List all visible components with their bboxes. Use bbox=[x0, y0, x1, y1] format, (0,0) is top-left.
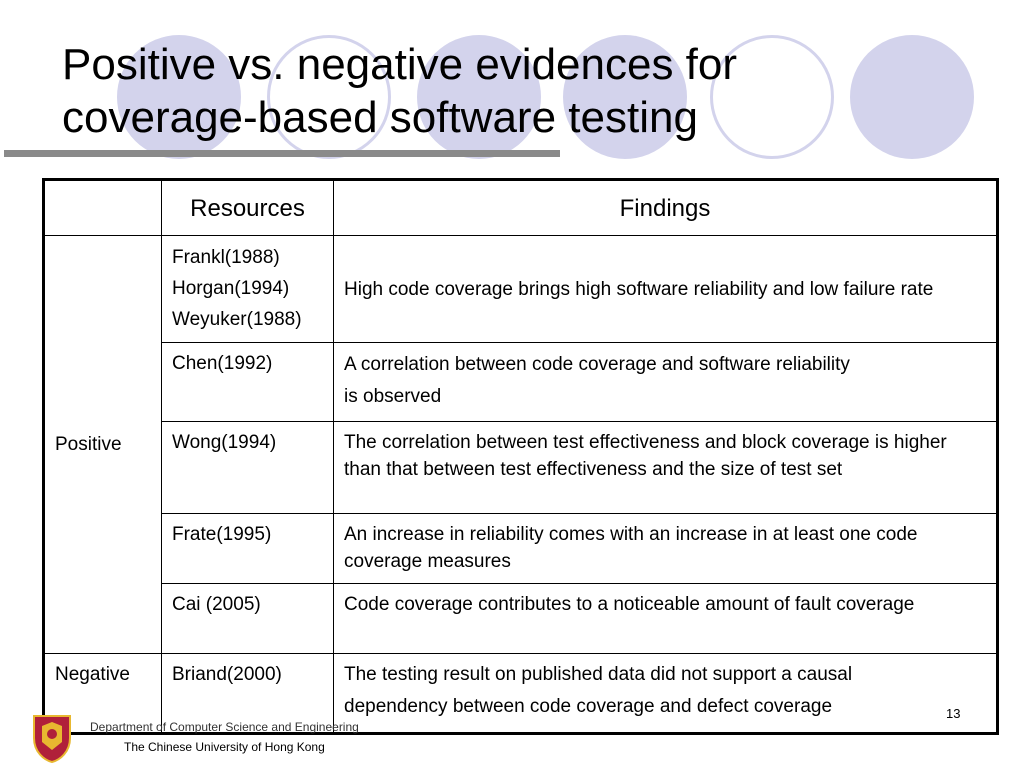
decorative-circle-outline bbox=[710, 35, 834, 159]
university-crest-logo bbox=[33, 715, 71, 764]
slide-title-line-1: Positive vs. negative evidences for bbox=[62, 40, 738, 89]
group-label-positive: Positive bbox=[43, 235, 162, 654]
slide-number: 13 bbox=[946, 706, 961, 721]
finding-cell: An increase in reliability comes with an… bbox=[333, 513, 998, 584]
resource-cell: Cai (2005) bbox=[161, 583, 334, 654]
slide-title-line-2: coverage-based software testing bbox=[62, 93, 698, 142]
decorative-circle bbox=[563, 35, 687, 159]
finding-line: dependency between code coverage and def… bbox=[344, 696, 833, 717]
header-findings: Findings bbox=[333, 179, 998, 236]
resource-cell: Wong(1994) bbox=[161, 421, 334, 514]
table-header-row: Resources Findings bbox=[43, 179, 998, 236]
finding-cell: The testing result on published data did… bbox=[333, 653, 998, 734]
slide-title: Positive vs. negative evidences for cove… bbox=[62, 38, 962, 144]
table-row: Frate(1995) An increase in reliability c… bbox=[44, 513, 998, 584]
table-row: Cai (2005) Code coverage contributes to … bbox=[44, 583, 998, 654]
resource-cell: Chen(1992) bbox=[161, 342, 334, 422]
resource-entry: Frankl(1988) bbox=[172, 247, 280, 268]
resource-entry: Horgan(1994) bbox=[172, 278, 290, 299]
resource-cell: Frankl(1988) Horgan(1994) Weyuker(1988) bbox=[161, 235, 334, 343]
decorative-circle bbox=[417, 35, 541, 159]
table-row: Negative Briand(2000) The testing result… bbox=[43, 653, 998, 734]
findings-table: Resources Findings Positive Frankl(1988)… bbox=[42, 178, 999, 735]
finding-cell: The correlation between test effectivene… bbox=[333, 421, 998, 514]
table-row: Chen(1992) A correlation between code co… bbox=[44, 342, 998, 422]
finding-line: is observed bbox=[344, 386, 442, 407]
decorative-circle-outline bbox=[267, 35, 391, 159]
decorative-circle bbox=[850, 35, 974, 159]
header-resources: Resources bbox=[161, 179, 334, 236]
finding-cell: Code coverage contributes to a noticeabl… bbox=[333, 583, 998, 654]
header-blank-cell bbox=[43, 179, 162, 236]
footer-department: Department of Computer Science and Engin… bbox=[90, 720, 359, 734]
table-row: Positive Frankl(1988) Horgan(1994) Weyuk… bbox=[43, 235, 998, 654]
finding-cell: High code coverage brings high software … bbox=[333, 235, 998, 343]
title-underline bbox=[4, 150, 560, 157]
finding-line: A correlation between code coverage and … bbox=[344, 354, 850, 375]
resource-entry: Weyuker(1988) bbox=[172, 309, 302, 330]
finding-cell: A correlation between code coverage and … bbox=[333, 342, 998, 422]
table-row: Wong(1994) The correlation between test … bbox=[44, 421, 998, 514]
finding-line: The testing result on published data did… bbox=[344, 664, 853, 685]
resource-cell: Briand(2000) bbox=[161, 653, 334, 734]
resource-cell: Frate(1995) bbox=[161, 513, 334, 584]
decorative-circle bbox=[117, 35, 241, 159]
footer-university: The Chinese University of Hong Kong bbox=[124, 740, 325, 754]
